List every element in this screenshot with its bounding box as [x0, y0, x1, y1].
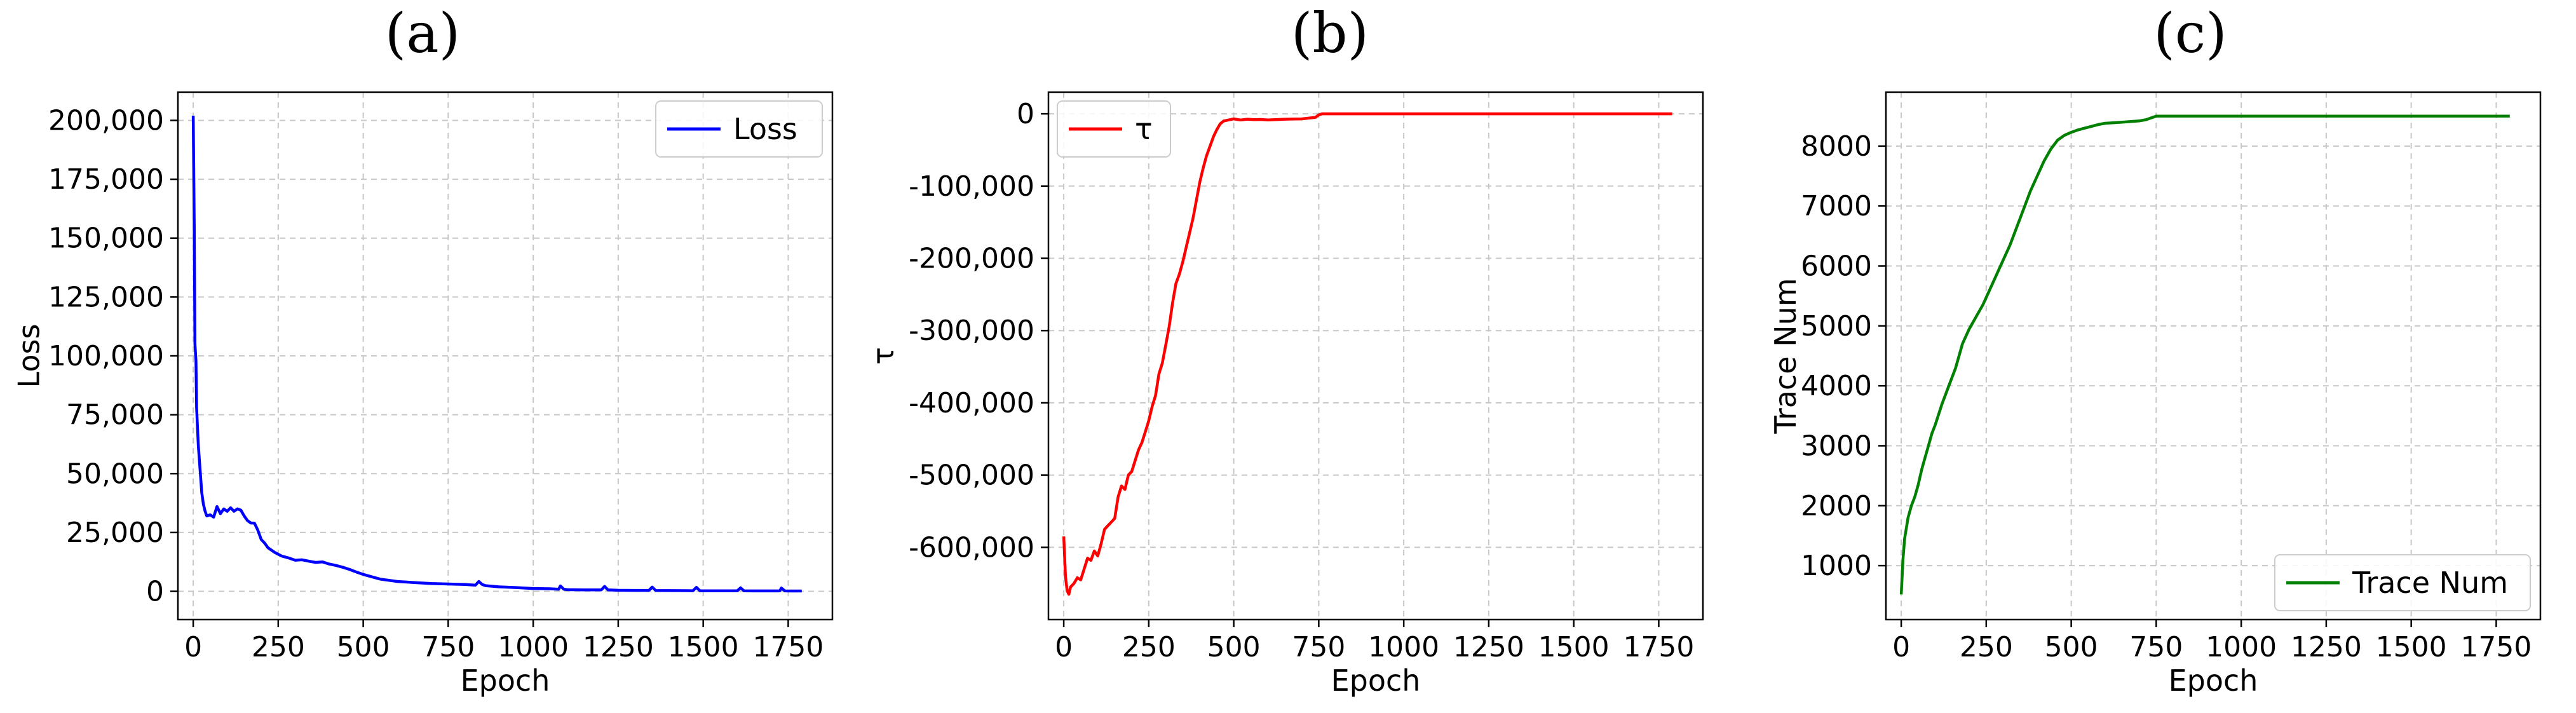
- y-tick-label: -300,000: [909, 315, 1034, 347]
- y-tick-label: -600,000: [909, 531, 1034, 564]
- x-tick-label: 750: [2129, 631, 2183, 663]
- chart-panel-0: 0 250 500 750 1000 1250 1500 1750 0 25,000 50,000 7…: [12, 2, 834, 698]
- chart-panel-1: 0 250 500 750 1000 1250 1500 1750 0 -100,000 -200,…: [866, 2, 1704, 698]
- panel-title: (c): [2153, 2, 2227, 65]
- x-tick-label: 1000: [1368, 631, 1439, 663]
- y-tick-label: 150,000: [48, 222, 164, 255]
- plot-frame: [1885, 91, 2542, 621]
- y-tick-label: -100,000: [909, 170, 1034, 203]
- y-tick-label: 7000: [1801, 190, 1872, 222]
- y-axis-label: τ: [866, 347, 900, 365]
- y-tick-label: 50,000: [66, 458, 164, 490]
- y-tick-label: 75,000: [66, 399, 164, 431]
- y-tick-label: -500,000: [909, 459, 1034, 492]
- y-tick-label: 8000: [1801, 130, 1872, 163]
- y-tick-label: 5000: [1801, 310, 1872, 343]
- legend: τ: [1057, 100, 1171, 158]
- x-tick-label: 750: [421, 631, 475, 663]
- x-tick-label: 0: [1892, 631, 1910, 663]
- x-tick-label: 1250: [1453, 631, 1524, 663]
- y-tick-label: 175,000: [48, 163, 164, 196]
- y-tick-label: 25,000: [66, 517, 164, 549]
- x-axis-label: Epoch: [1331, 663, 1421, 698]
- y-axis-label: Trace Num: [1768, 278, 1803, 434]
- y-tick-label: 200,000: [48, 104, 164, 137]
- series-line-0: [1062, 112, 1672, 596]
- legend-box: [2274, 554, 2531, 611]
- x-tick-label: 250: [252, 631, 305, 663]
- y-axis-label: Loss: [12, 324, 46, 388]
- x-tick-label: 1500: [1538, 631, 1610, 663]
- y-tick-label: 125,000: [48, 281, 164, 313]
- y-tick-label: 1000: [1801, 550, 1872, 582]
- y-tick-label: 4000: [1801, 370, 1872, 402]
- y-tick-label: 0: [146, 576, 164, 608]
- panel-title: (b): [1291, 2, 1369, 65]
- legend-box: [655, 100, 823, 158]
- x-tick-label: 1750: [752, 631, 824, 663]
- plot-frame: [1047, 91, 1704, 621]
- y-tick-label: 0: [1017, 98, 1034, 130]
- x-tick-label: 1750: [2460, 631, 2532, 663]
- legend-label: Trace Num: [2352, 566, 2508, 600]
- y-tick-label: 100,000: [48, 340, 164, 372]
- series-line-0: [1899, 114, 2510, 595]
- x-tick-label: 500: [2045, 631, 2098, 663]
- y-tick-label: -400,000: [909, 387, 1034, 419]
- x-tick-label: 1500: [2376, 631, 2447, 663]
- x-tick-label: 0: [1055, 631, 1073, 663]
- x-tick-label: 250: [1960, 631, 2013, 663]
- x-tick-label: 1250: [2291, 631, 2362, 663]
- y-tick-label: 2000: [1801, 490, 1872, 522]
- y-tick-label: -200,000: [909, 243, 1034, 275]
- x-tick-label: 0: [184, 631, 202, 663]
- x-tick-label: 250: [1122, 631, 1176, 663]
- series-line-0: [191, 116, 802, 593]
- legend-label: τ: [1135, 112, 1153, 146]
- legend: Loss: [655, 100, 823, 158]
- x-axis-label: Epoch: [461, 663, 550, 698]
- x-tick-label: 500: [1207, 631, 1261, 663]
- x-tick-label: 1000: [498, 631, 569, 663]
- x-tick-label: 750: [1292, 631, 1345, 663]
- legend-label: Loss: [733, 112, 797, 146]
- y-tick-label: 3000: [1801, 430, 1872, 462]
- x-tick-label: 1500: [668, 631, 739, 663]
- legend: Trace Num: [2274, 554, 2531, 611]
- chart-panel-2: 0 250 500 750 1000 1250 1500 1750 1000 2000 3000 40…: [1768, 2, 2542, 698]
- x-tick-label: 1250: [583, 631, 654, 663]
- panel-title: (a): [385, 2, 460, 65]
- x-axis-label: Epoch: [2169, 663, 2258, 698]
- x-tick-label: 1000: [2206, 631, 2277, 663]
- x-tick-label: 1750: [1623, 631, 1694, 663]
- x-tick-label: 500: [337, 631, 390, 663]
- y-tick-label: 6000: [1801, 250, 1872, 283]
